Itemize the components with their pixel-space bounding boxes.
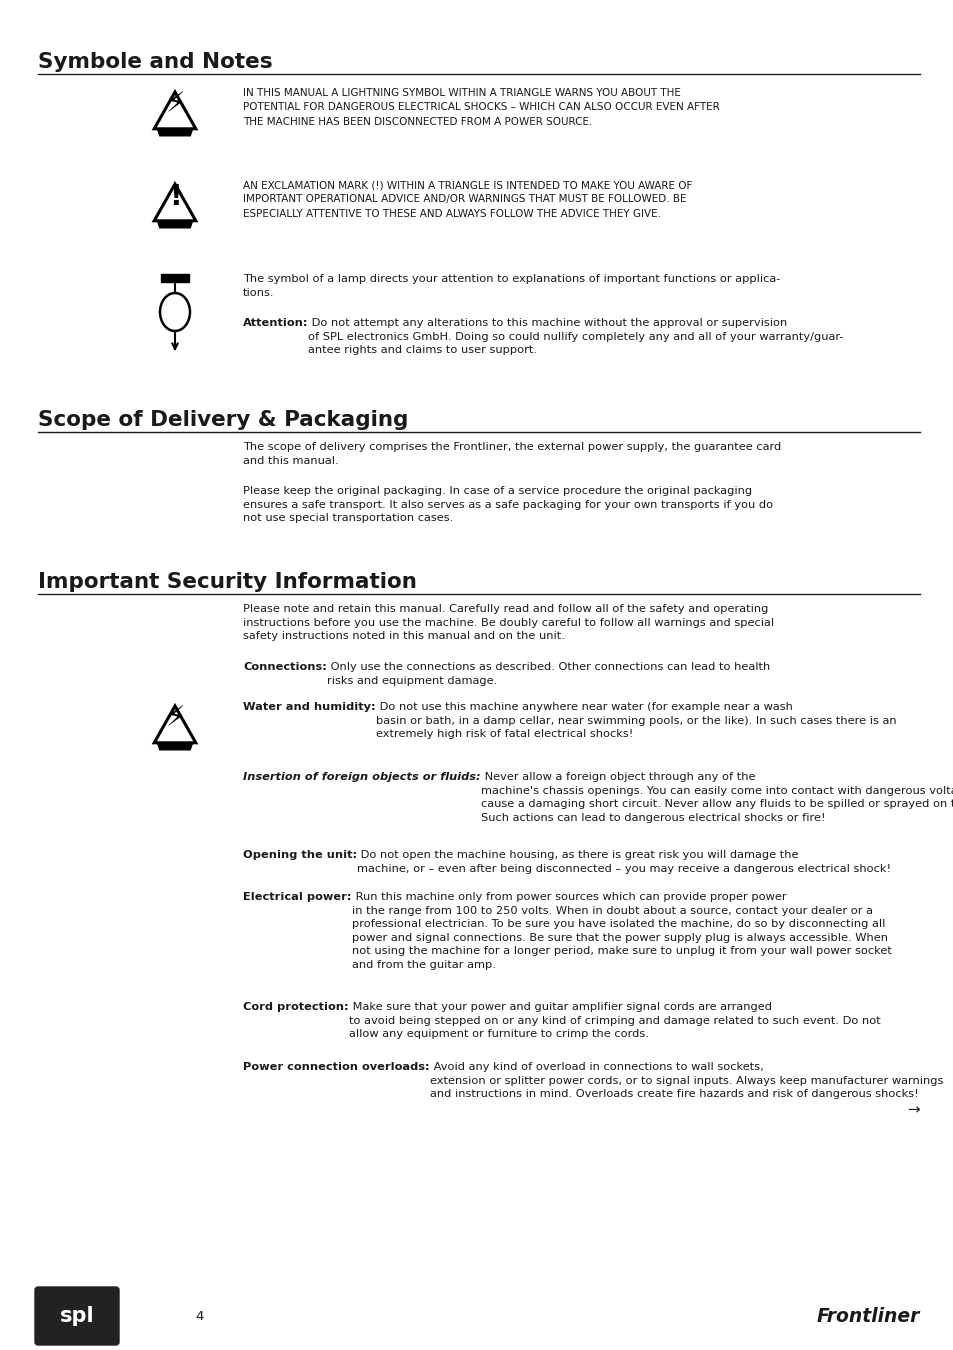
Text: Power connection overloads:: Power connection overloads: — [243, 1062, 429, 1072]
Bar — [161, 274, 189, 282]
Text: Scope of Delivery & Packaging: Scope of Delivery & Packaging — [38, 410, 408, 431]
Text: Symbole and Notes: Symbole and Notes — [38, 53, 273, 72]
Text: Do not attempt any alterations to this machine without the approval or supervisi: Do not attempt any alterations to this m… — [308, 319, 843, 355]
Text: ⚡: ⚡ — [165, 90, 185, 119]
Text: AN EXCLAMATION MARK (!) WITHIN A TRIANGLE IS INTENDED TO MAKE YOU AWARE OF
IMPOR: AN EXCLAMATION MARK (!) WITHIN A TRIANGL… — [243, 180, 692, 219]
Text: Avoid any kind of overload in connections to wall sockets,
extension or splitter: Avoid any kind of overload in connection… — [429, 1062, 942, 1099]
Text: spl: spl — [60, 1305, 94, 1326]
Text: Never allow a foreign object through any of the
machine's chassis openings. You : Never allow a foreign object through any… — [480, 772, 953, 822]
Text: Frontliner: Frontliner — [816, 1307, 919, 1326]
Polygon shape — [157, 743, 193, 749]
Text: Water and humidity:: Water and humidity: — [243, 702, 375, 711]
Text: The symbol of a lamp directs your attention to explanations of important functio: The symbol of a lamp directs your attent… — [243, 274, 780, 297]
Text: Attention:: Attention: — [243, 319, 308, 328]
Text: Important Security Information: Important Security Information — [38, 572, 416, 593]
Polygon shape — [157, 221, 193, 228]
Text: The scope of delivery comprises the Frontliner, the external power supply, the g: The scope of delivery comprises the Fron… — [243, 441, 781, 466]
Text: 4: 4 — [195, 1310, 204, 1323]
Text: Cord protection:: Cord protection: — [243, 1002, 348, 1012]
Text: Insertion of foreign objects or fluids:: Insertion of foreign objects or fluids: — [243, 772, 480, 782]
Text: Opening the unit:: Opening the unit: — [243, 850, 356, 860]
Text: ⚡: ⚡ — [165, 705, 185, 732]
FancyBboxPatch shape — [35, 1287, 119, 1345]
Text: Please keep the original packaging. In case of a service procedure the original : Please keep the original packaging. In c… — [243, 486, 772, 524]
Text: Electrical power:: Electrical power: — [243, 892, 351, 902]
Text: Make sure that your power and guitar amplifier signal cords are arranged
to avoi: Make sure that your power and guitar amp… — [348, 1002, 880, 1040]
Text: !: ! — [169, 184, 181, 211]
Text: Do not open the machine housing, as there is great risk you will damage the
mach: Do not open the machine housing, as ther… — [356, 850, 890, 873]
Text: Run this machine only from power sources which can provide proper power
in the r: Run this machine only from power sources… — [351, 892, 890, 971]
Text: Do not use this machine anywhere near water (for example near a wash
basin or ba: Do not use this machine anywhere near wa… — [375, 702, 895, 740]
Text: IN THIS MANUAL A LIGHTNING SYMBOL WITHIN A TRIANGLE WARNS YOU ABOUT THE
POTENTIA: IN THIS MANUAL A LIGHTNING SYMBOL WITHIN… — [243, 88, 719, 127]
Text: Please note and retain this manual. Carefully read and follow all of the safety : Please note and retain this manual. Care… — [243, 603, 773, 641]
Polygon shape — [157, 128, 193, 136]
Text: →: → — [906, 1102, 919, 1116]
Text: Connections:: Connections: — [243, 662, 327, 672]
Text: Only use the connections as described. Other connections can lead to health
risk: Only use the connections as described. O… — [327, 662, 769, 686]
